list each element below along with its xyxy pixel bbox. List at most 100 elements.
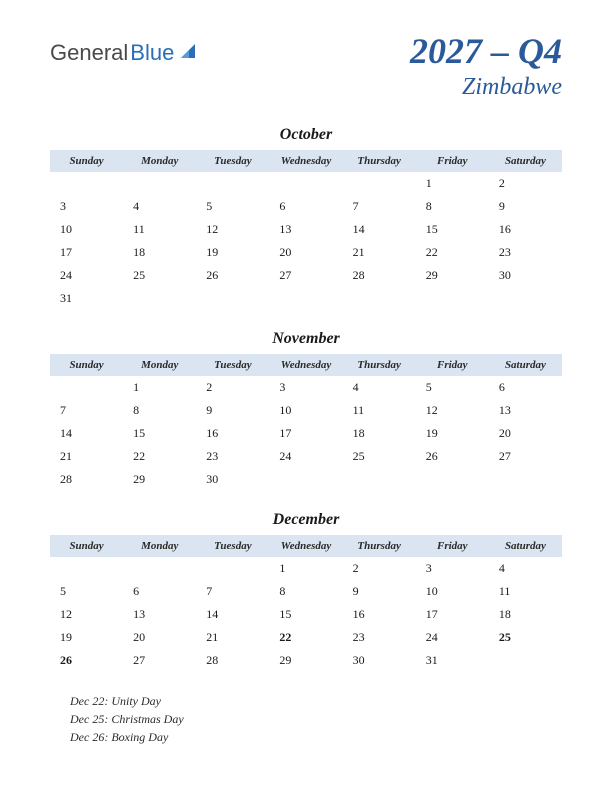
day-cell: 18 <box>123 241 196 264</box>
day-header: Tuesday <box>196 150 269 172</box>
day-cell: 6 <box>489 376 562 399</box>
day-cell <box>50 557 123 580</box>
day-cell <box>50 172 123 195</box>
day-cell: 31 <box>50 287 123 310</box>
day-cell: 5 <box>416 376 489 399</box>
day-cell: 22 <box>123 445 196 468</box>
day-cell: 25 <box>489 626 562 649</box>
week-row: 10111213141516 <box>50 218 562 241</box>
week-row: 24252627282930 <box>50 264 562 287</box>
day-cell: 28 <box>343 264 416 287</box>
week-row: 12 <box>50 172 562 195</box>
day-cell: 28 <box>50 468 123 491</box>
day-header: Thursday <box>343 535 416 557</box>
day-cell: 1 <box>269 557 342 580</box>
calendar-table: SundayMondayTuesdayWednesdayThursdayFrid… <box>50 150 562 310</box>
holiday-item: Dec 26: Boxing Day <box>70 728 562 746</box>
logo: General Blue <box>50 40 197 66</box>
day-cell: 29 <box>416 264 489 287</box>
day-cell: 7 <box>50 399 123 422</box>
day-header: Tuesday <box>196 354 269 376</box>
week-row: 14151617181920 <box>50 422 562 445</box>
day-header: Friday <box>416 354 489 376</box>
day-header: Friday <box>416 150 489 172</box>
week-row: 19202122232425 <box>50 626 562 649</box>
day-cell: 27 <box>269 264 342 287</box>
day-header: Friday <box>416 535 489 557</box>
month-block: DecemberSundayMondayTuesdayWednesdayThur… <box>50 511 562 672</box>
day-cell <box>489 649 562 672</box>
day-cell: 14 <box>50 422 123 445</box>
day-cell: 2 <box>343 557 416 580</box>
logo-text-blue: Blue <box>130 40 174 66</box>
day-cell: 13 <box>269 218 342 241</box>
day-cell: 5 <box>50 580 123 603</box>
day-header: Saturday <box>489 150 562 172</box>
day-cell <box>196 287 269 310</box>
day-header: Thursday <box>343 354 416 376</box>
day-cell: 11 <box>489 580 562 603</box>
day-cell: 27 <box>123 649 196 672</box>
day-cell: 23 <box>196 445 269 468</box>
title-block: 2027 – Q4 Zimbabwe <box>410 30 562 101</box>
day-cell: 8 <box>123 399 196 422</box>
day-cell: 7 <box>196 580 269 603</box>
day-cell: 11 <box>343 399 416 422</box>
day-header: Monday <box>123 354 196 376</box>
week-row: 567891011 <box>50 580 562 603</box>
day-header: Wednesday <box>269 354 342 376</box>
day-cell: 1 <box>416 172 489 195</box>
calendar-table: SundayMondayTuesdayWednesdayThursdayFrid… <box>50 354 562 491</box>
day-cell <box>50 376 123 399</box>
day-cell: 29 <box>269 649 342 672</box>
day-cell: 20 <box>123 626 196 649</box>
day-cell: 16 <box>196 422 269 445</box>
day-cell <box>123 287 196 310</box>
week-row: 1234 <box>50 557 562 580</box>
day-cell: 10 <box>50 218 123 241</box>
day-cell: 8 <box>269 580 342 603</box>
day-cell: 22 <box>269 626 342 649</box>
day-cell <box>343 172 416 195</box>
day-cell: 7 <box>343 195 416 218</box>
day-cell: 3 <box>269 376 342 399</box>
day-cell: 3 <box>50 195 123 218</box>
day-cell: 16 <box>343 603 416 626</box>
day-cell: 25 <box>343 445 416 468</box>
logo-text-general: General <box>50 40 128 66</box>
day-cell: 15 <box>123 422 196 445</box>
day-cell: 27 <box>489 445 562 468</box>
day-cell: 22 <box>416 241 489 264</box>
day-cell: 4 <box>489 557 562 580</box>
week-row: 282930 <box>50 468 562 491</box>
day-header: Wednesday <box>269 150 342 172</box>
day-cell: 2 <box>489 172 562 195</box>
day-cell <box>269 287 342 310</box>
day-cell: 13 <box>489 399 562 422</box>
day-cell: 31 <box>416 649 489 672</box>
day-cell: 25 <box>123 264 196 287</box>
day-cell: 21 <box>196 626 269 649</box>
day-cell: 23 <box>343 626 416 649</box>
day-cell: 19 <box>416 422 489 445</box>
logo-triangle-icon <box>179 42 197 65</box>
year-quarter: 2027 – Q4 <box>410 30 562 72</box>
day-cell: 18 <box>489 603 562 626</box>
day-cell: 20 <box>489 422 562 445</box>
day-header: Tuesday <box>196 535 269 557</box>
day-cell: 19 <box>50 626 123 649</box>
day-cell: 13 <box>123 603 196 626</box>
day-cell: 24 <box>269 445 342 468</box>
day-cell <box>269 468 342 491</box>
day-cell: 10 <box>416 580 489 603</box>
day-cell <box>343 468 416 491</box>
calendar-table: SundayMondayTuesdayWednesdayThursdayFrid… <box>50 535 562 672</box>
day-cell <box>489 287 562 310</box>
day-cell: 4 <box>343 376 416 399</box>
week-row: 17181920212223 <box>50 241 562 264</box>
day-cell: 29 <box>123 468 196 491</box>
day-cell: 11 <box>123 218 196 241</box>
day-cell: 24 <box>416 626 489 649</box>
month-block: OctoberSundayMondayTuesdayWednesdayThurs… <box>50 126 562 310</box>
day-header: Monday <box>123 150 196 172</box>
